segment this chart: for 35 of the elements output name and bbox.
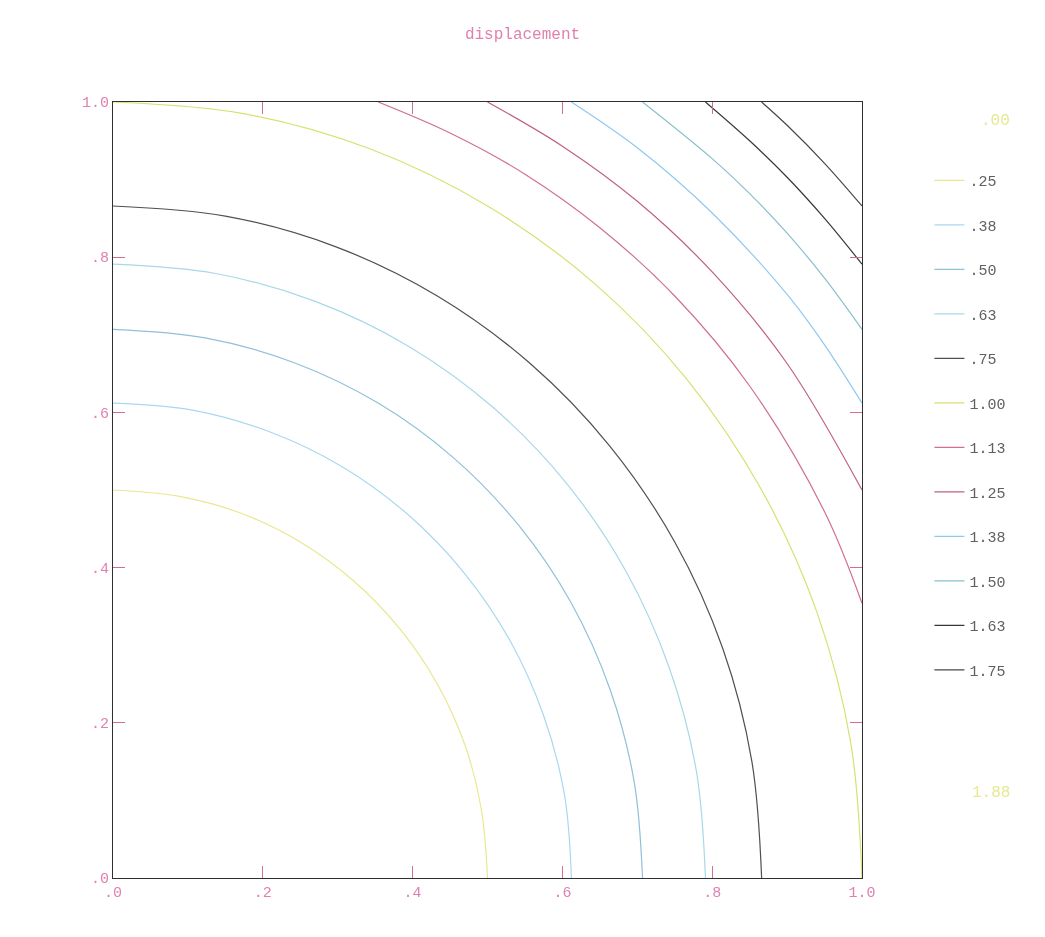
y-tick-label: .2: [90, 716, 109, 734]
line-series: [113, 402, 572, 878]
x-tick-label: 1.0: [848, 885, 876, 902]
line-series: [570, 102, 862, 404]
legend-label: 1.00: [969, 396, 1006, 414]
chart-title: displacement: [464, 26, 581, 45]
line-series: [486, 102, 862, 491]
line-series: [113, 489, 489, 878]
text: 1.88: [972, 784, 1011, 802]
legend-label: .38: [969, 218, 997, 236]
legend-label: .50: [969, 263, 997, 281]
x-tick-label: .6: [553, 885, 572, 902]
legend-label: .25: [969, 174, 997, 192]
line-series: [113, 263, 707, 878]
line-series: [761, 102, 862, 207]
legend-label: 1.75: [969, 663, 1006, 681]
legend-label: .75: [969, 352, 997, 370]
legend-label: 1.50: [969, 574, 1006, 592]
legend-label: 1.38: [969, 530, 1006, 548]
line-series: [641, 102, 862, 330]
legend-label: 1.63: [969, 619, 1006, 637]
line-series: [113, 205, 763, 878]
y-tick-label: .4: [90, 560, 109, 578]
x-tick-label: .2: [253, 885, 272, 902]
y-tick-label: 1.0: [81, 95, 109, 113]
x-tick-label: .4: [403, 885, 422, 902]
legend-label: 1.25: [969, 485, 1006, 503]
legend-label: .63: [969, 307, 997, 325]
legend-label: 1.13: [969, 441, 1006, 459]
y-tick-label: .6: [90, 405, 109, 423]
text: .00: [981, 112, 1010, 130]
y-tick-label: .8: [90, 250, 109, 268]
x-tick-label: .8: [703, 885, 722, 902]
line-series: [113, 102, 862, 878]
line-series: [113, 328, 644, 878]
